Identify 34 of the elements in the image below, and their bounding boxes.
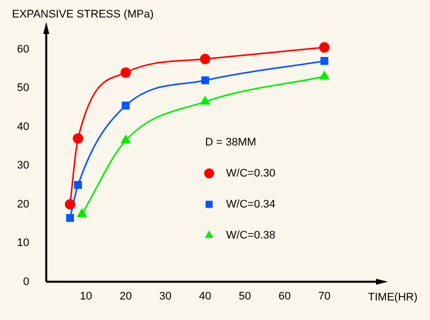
x-tick-label: 70: [318, 290, 330, 302]
point: [200, 54, 210, 64]
point: [320, 57, 328, 65]
point: [66, 214, 74, 222]
point: [122, 102, 130, 110]
point: [319, 42, 330, 53]
x-tick-label: 10: [80, 290, 92, 302]
point: [201, 76, 210, 84]
y-tick-label: 60: [16, 43, 30, 56]
point: [74, 181, 82, 189]
x-tick-label: 30: [159, 290, 172, 302]
point: [200, 96, 210, 105]
legend-label: W/C=0.30: [226, 167, 276, 180]
legend-label: W/C=0.34: [226, 198, 276, 210]
point: [77, 208, 87, 218]
point: [64, 199, 76, 210]
y-axis-title: EXPANSIVE STRESS (MPa): [12, 8, 154, 21]
x-tick-label: 60: [278, 290, 291, 302]
point: [121, 135, 130, 144]
y-tick-label: 30: [16, 160, 30, 172]
x-axis-title: TIME(HR): [368, 291, 418, 304]
point: [120, 67, 131, 78]
point: [320, 71, 330, 80]
x-tick-label: 20: [120, 290, 132, 302]
y-tick-label: 40: [16, 120, 30, 133]
y-tick-label: 20: [16, 198, 30, 210]
y-tick-label: 0: [23, 276, 30, 288]
y-tick-label: 50: [16, 82, 30, 94]
annotation: D = 38MM: [205, 136, 256, 148]
x-tick-label: 40: [199, 290, 212, 302]
point: [72, 133, 84, 144]
x-tick-label: 50: [238, 290, 252, 302]
y-tick-label: 10: [16, 237, 30, 250]
legend-label: W/C=0.38: [226, 229, 276, 242]
